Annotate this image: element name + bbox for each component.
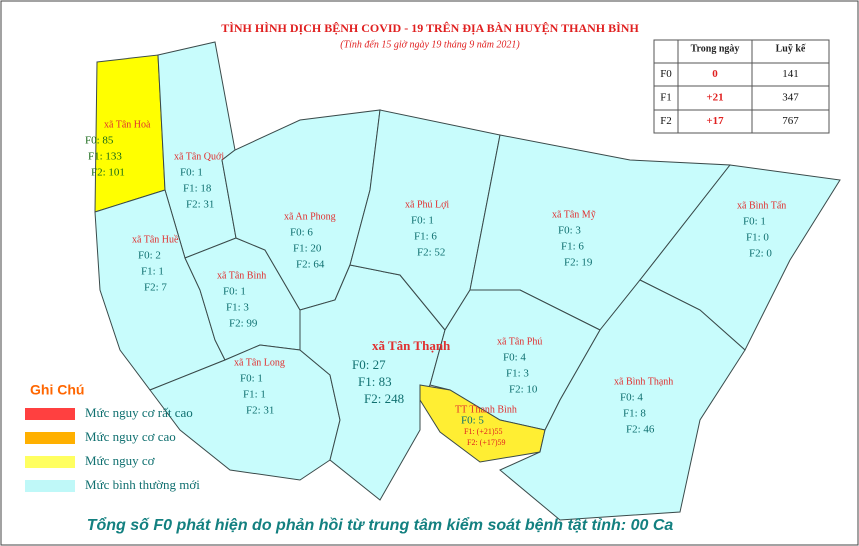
- region-stat: F0: 6: [290, 227, 313, 239]
- table-header: Trong ngày: [691, 43, 740, 54]
- region-stat: F2: 0: [749, 248, 772, 260]
- legend-label: Mức nguy cơ cao: [85, 429, 176, 444]
- region-stat: F2: 31: [186, 199, 214, 211]
- region-stat: F2: 7: [144, 282, 167, 294]
- table-cell: +21: [706, 92, 723, 104]
- region-name: xã Tân Huề: [132, 234, 179, 245]
- region-stat: F0: 27: [352, 357, 386, 372]
- region-stat: F2: 99: [229, 318, 258, 330]
- region-stat: F0: 1: [743, 216, 766, 228]
- legend-swatch: [25, 408, 75, 420]
- region-stat: F0: 3: [558, 225, 581, 237]
- region-stat: F0: 1: [240, 373, 263, 385]
- table-header: Luỹ kế: [776, 43, 806, 54]
- region-stat: F1: 8: [623, 408, 646, 420]
- legend-swatch: [25, 432, 75, 444]
- region-stat: F1: 133: [88, 151, 122, 163]
- region-stat: F2: 101: [91, 167, 125, 179]
- region-stat: F0: 4: [503, 352, 526, 364]
- region-stat: F0: 1: [411, 215, 434, 227]
- region-stat: F2: 64: [296, 259, 325, 271]
- table-cell: 0: [712, 68, 718, 80]
- table-cell: 767: [782, 115, 799, 127]
- table-cell: F1: [660, 92, 672, 104]
- table-cell: +17: [706, 115, 724, 127]
- region-name: xã Tân Mỹ: [552, 209, 596, 220]
- map-subtitle: (Tính đến 15 giờ ngày 19 tháng 9 năm 202…: [340, 39, 520, 50]
- table-cell: 141: [782, 68, 799, 80]
- region-stat: F2: 10: [509, 384, 538, 396]
- region-stat: F0: 2: [138, 250, 161, 262]
- region-stat: F2: 46: [626, 424, 655, 436]
- table-cell: 347: [782, 92, 799, 104]
- region-name: TT Thanh Bình: [455, 404, 517, 415]
- legend-swatch: [25, 456, 75, 468]
- region-stat: F0: 4: [620, 392, 643, 404]
- region-stat: F1: 1: [243, 389, 266, 401]
- legend-label: Mức nguy cơ rất cao: [85, 405, 193, 420]
- region-stat: F1: 18: [183, 183, 212, 195]
- region-stat: F0: 1: [180, 167, 203, 179]
- region-name: xã Phú Lợi: [405, 199, 449, 210]
- region-stat: F1: 6: [561, 241, 584, 253]
- region-name: xã Bình Tấn: [737, 200, 786, 211]
- region-name: xã Tân Thạnh: [372, 338, 451, 353]
- region-stat: F1: 3: [226, 302, 249, 314]
- region-stat: F2: 31: [246, 405, 274, 417]
- table-cell: F0: [660, 68, 672, 80]
- region-name: xã Tân Quới: [174, 151, 224, 162]
- legend-title: Ghi Chú: [30, 382, 84, 398]
- legend-label: Mức bình thường mới: [85, 477, 200, 492]
- region-stat: F1: 3: [506, 368, 529, 380]
- region-stat: F1: 83: [358, 374, 392, 389]
- map-title: TÌNH HÌNH DỊCH BỆNH COVID - 19 TRÊN ĐỊA …: [221, 21, 639, 35]
- region-stat: F2: 19: [564, 257, 593, 269]
- legend-label: Mức nguy cơ: [85, 453, 156, 468]
- region-stat: F1: 20: [293, 243, 322, 255]
- region-name: xã An Phong: [284, 211, 336, 222]
- region-name: xã Tân Phú: [497, 336, 542, 347]
- table-cell: F2: [660, 115, 672, 127]
- region-name: xã Tân Long: [234, 357, 285, 368]
- region-area: [94, 54, 166, 213]
- region-stat: F1: 0: [746, 232, 769, 244]
- region-stat: F2: 248: [364, 391, 404, 406]
- region-stat: F0: 1: [223, 286, 246, 298]
- region-stat: F1: 1: [141, 266, 164, 278]
- region-stat: F1: (+21)55: [464, 427, 503, 436]
- region-stat: F0: 85: [85, 135, 114, 147]
- region-area: [499, 279, 746, 521]
- region-name: xã Tân Bình: [217, 270, 266, 281]
- region-name: xã Tân Hoà: [104, 119, 151, 130]
- region-stat: F2: 52: [417, 247, 445, 259]
- legend-swatch: [25, 480, 75, 492]
- region-name: xã Bình Thạnh: [614, 376, 673, 387]
- region-stat: F0: 5: [461, 415, 484, 427]
- region-stat: F2: (+17)59: [467, 438, 506, 447]
- footer-note: Tổng số F0 phát hiện do phản hồi từ trun…: [87, 516, 674, 534]
- region-stat: F1: 6: [414, 231, 437, 243]
